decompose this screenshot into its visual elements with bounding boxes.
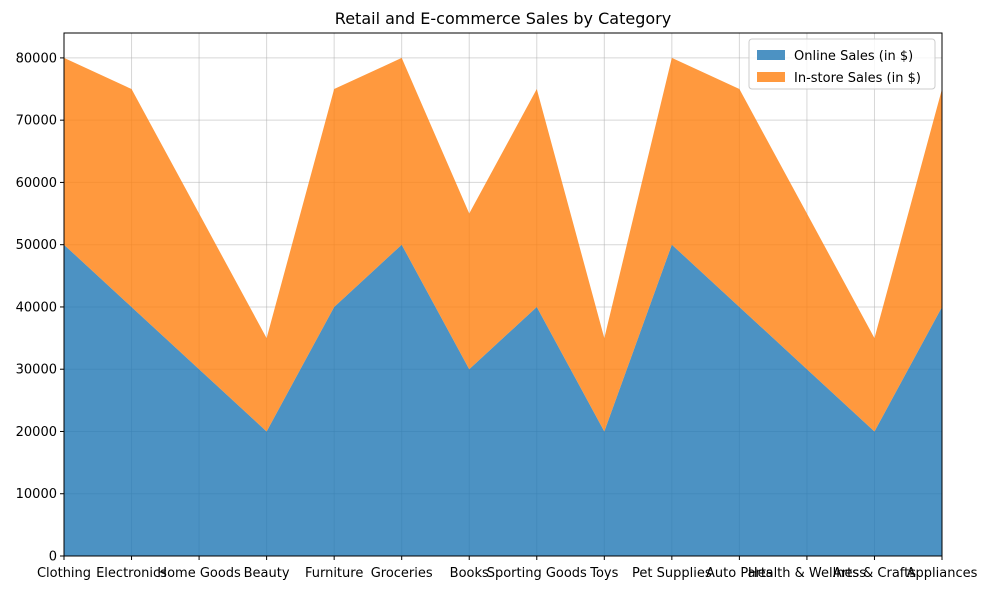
x-tick-label: Furniture [305, 566, 363, 581]
x-tick-label: Books [450, 566, 489, 581]
x-tick-label: Auto Parts [706, 566, 773, 581]
y-tick-label: 80000 [16, 51, 57, 66]
legend: Online Sales (in $) In-store Sales (in $) [748, 38, 936, 90]
axes-layer: 0 10000 20000 30000 40000 50000 60000 70000 8000… [16, 32, 978, 581]
legend-swatch [757, 50, 785, 60]
legend-swatch [757, 72, 785, 82]
x-tick-label: Sporting Goods [487, 566, 587, 581]
area-series-0 [64, 244, 942, 556]
x-tick-label: Clothing [37, 566, 91, 581]
y-tick-label: 70000 [16, 114, 57, 129]
y-tick-label: 30000 [16, 363, 57, 378]
y-tick-label: 50000 [16, 238, 57, 253]
x-tick-label: Pet Supplies [632, 566, 712, 581]
y-tick-label: 0 [49, 550, 57, 565]
x-tick-label: Groceries [371, 566, 433, 581]
area-series-1 [64, 57, 942, 432]
legend-label: Online Sales (in $) [794, 49, 913, 64]
chart-title: Retail and E-commerce Sales by Category [335, 9, 671, 28]
x-tick-label: Appliances [907, 566, 978, 581]
x-tick-label: Arts & Crafts [833, 566, 916, 581]
y-tick-label: 10000 [16, 487, 57, 502]
y-tick-label: 60000 [16, 176, 57, 191]
area-layer [64, 57, 942, 556]
y-tick-label: 40000 [16, 300, 57, 315]
plot-frame [63, 32, 943, 557]
x-tick-label: Electronics [96, 566, 167, 581]
x-tick-label: Toys [589, 566, 618, 581]
legend-box [748, 38, 936, 90]
x-tick-label: Home Goods [157, 566, 241, 581]
legend-label: In-store Sales (in $) [794, 71, 921, 86]
x-tick-label: Health & Wellness [748, 566, 866, 581]
y-tick-label: 20000 [16, 425, 57, 440]
x-tick-label: Beauty [244, 566, 290, 581]
